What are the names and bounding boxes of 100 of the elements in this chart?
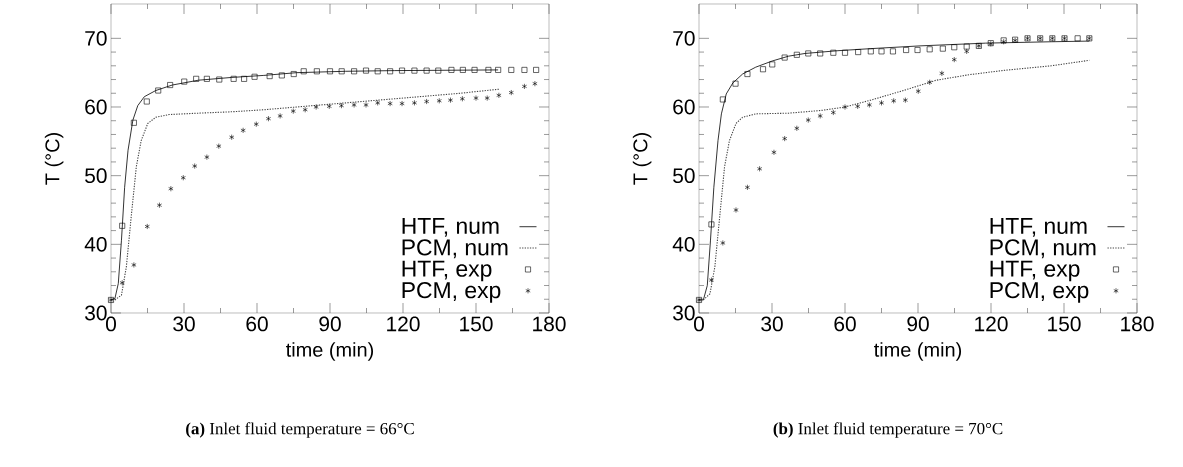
point	[817, 50, 824, 57]
text: (a) Inlet fluid temperature = 66°C	[186, 422, 414, 438]
y-axis-title: T (°C)	[44, 133, 64, 185]
point	[939, 45, 946, 52]
point	[130, 119, 137, 126]
point	[131, 262, 137, 268]
point	[720, 240, 726, 246]
point	[842, 104, 848, 110]
point	[144, 223, 150, 230]
point	[459, 67, 466, 73]
point	[168, 185, 174, 192]
legend-label: HTF, exp	[402, 260, 492, 282]
x-tick-label: 0	[106, 316, 116, 332]
y-tick-label: 70	[85, 30, 107, 46]
point	[733, 207, 739, 213]
legend-label: PCM, num	[402, 239, 508, 259]
point	[436, 97, 442, 104]
point	[300, 68, 307, 75]
x-tick-label: 150	[1048, 316, 1081, 332]
legend-label: PCM, num	[990, 239, 1096, 259]
point	[533, 67, 540, 73]
point	[351, 68, 357, 75]
point	[867, 48, 874, 55]
x-tick-label: 30	[761, 316, 783, 332]
point	[399, 100, 405, 107]
point	[521, 67, 528, 73]
y-axis-title: T (°C)	[632, 133, 652, 185]
point	[830, 49, 837, 56]
y-tick-label: 50	[85, 168, 107, 184]
legend-label: PCM, exp	[990, 282, 1089, 303]
point	[471, 67, 478, 73]
point	[1074, 35, 1081, 42]
point	[782, 135, 788, 142]
point	[708, 221, 715, 228]
point	[203, 75, 210, 82]
point	[143, 98, 150, 105]
point	[119, 279, 125, 286]
point	[521, 83, 527, 90]
point	[338, 68, 345, 75]
point	[903, 47, 909, 53]
point	[708, 277, 714, 283]
point	[119, 222, 126, 229]
point	[532, 80, 538, 87]
point	[423, 67, 430, 74]
point	[781, 54, 788, 61]
point	[375, 99, 381, 106]
point	[951, 44, 958, 51]
point	[387, 68, 394, 75]
point	[495, 67, 502, 73]
point	[719, 96, 726, 103]
point	[447, 97, 453, 104]
point	[878, 99, 885, 106]
x-tick-label: 120	[387, 316, 420, 332]
point	[902, 97, 908, 104]
point	[265, 115, 271, 122]
point	[842, 49, 848, 56]
point	[167, 82, 174, 88]
point	[771, 149, 777, 156]
point	[485, 67, 492, 73]
point	[496, 92, 502, 99]
point	[351, 102, 357, 108]
x-tick-label: 90	[319, 316, 341, 332]
point	[891, 97, 897, 104]
point	[926, 46, 933, 53]
point	[732, 80, 739, 87]
point	[951, 56, 957, 63]
x-tick-label: 150	[460, 316, 493, 332]
point	[890, 48, 896, 55]
y-tick-label: 60	[85, 99, 107, 115]
legend-label: HTF, exp	[990, 260, 1080, 282]
y-tick-label: 30	[85, 305, 107, 321]
point	[290, 108, 296, 115]
point	[448, 67, 455, 73]
x-axis-title: time (min)	[286, 342, 374, 361]
point	[290, 71, 297, 77]
x-tick-label: 90	[907, 316, 929, 332]
y-tick-label: 30	[673, 305, 695, 321]
legend-label: HTF, num	[990, 218, 1087, 237]
point	[769, 61, 776, 68]
point	[424, 98, 430, 105]
text: (b) Inlet fluid temperature = 70°C	[773, 422, 1003, 438]
point	[817, 113, 823, 119]
x-axis-title: time (min)	[874, 342, 962, 361]
point	[192, 163, 198, 169]
point	[939, 70, 945, 77]
point	[744, 71, 751, 77]
point	[229, 134, 235, 141]
point	[338, 102, 344, 109]
x-tick-label: 120	[975, 316, 1008, 332]
point	[855, 49, 862, 55]
point	[363, 67, 369, 74]
y-tick-label: 40	[672, 236, 695, 252]
point	[757, 165, 763, 172]
point	[508, 89, 514, 96]
point	[155, 87, 162, 94]
point	[251, 73, 258, 80]
point	[327, 68, 333, 75]
point	[830, 109, 836, 116]
point	[253, 121, 259, 128]
point	[241, 75, 248, 82]
